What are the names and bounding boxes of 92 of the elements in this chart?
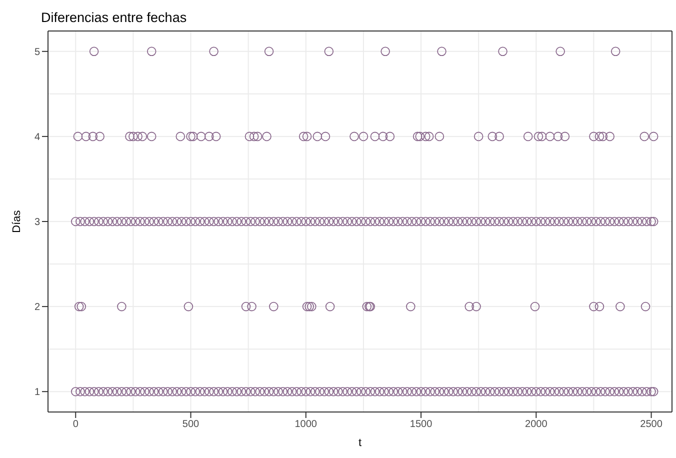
point bbox=[370, 132, 380, 142]
point bbox=[594, 132, 604, 142]
point bbox=[464, 302, 474, 312]
point bbox=[378, 132, 388, 142]
point bbox=[76, 302, 86, 312]
x-tick-label: 1000 bbox=[294, 419, 318, 430]
point bbox=[415, 132, 425, 142]
point bbox=[598, 132, 608, 142]
point bbox=[306, 302, 316, 312]
point bbox=[249, 132, 259, 142]
point bbox=[412, 132, 422, 142]
point bbox=[117, 302, 126, 312]
point bbox=[616, 302, 625, 312]
y-axis-title: Días bbox=[10, 210, 23, 233]
point bbox=[437, 46, 446, 56]
point bbox=[594, 302, 604, 312]
point bbox=[545, 132, 555, 142]
point bbox=[589, 132, 598, 142]
point bbox=[324, 46, 334, 56]
point bbox=[88, 132, 98, 142]
point bbox=[560, 132, 570, 142]
chart-title: Diferencias entre fechas bbox=[41, 10, 187, 25]
point bbox=[74, 302, 84, 312]
point bbox=[325, 302, 335, 312]
point bbox=[95, 132, 104, 142]
point bbox=[247, 302, 256, 312]
y-tick-label: 4 bbox=[34, 132, 40, 144]
point bbox=[302, 132, 312, 142]
point bbox=[89, 46, 99, 56]
point bbox=[474, 132, 484, 142]
point bbox=[146, 132, 156, 142]
point bbox=[204, 132, 214, 142]
point bbox=[472, 302, 481, 312]
point bbox=[530, 302, 540, 312]
point bbox=[523, 132, 533, 142]
point bbox=[196, 132, 206, 142]
point bbox=[244, 132, 254, 142]
point bbox=[81, 132, 91, 142]
point bbox=[138, 132, 148, 142]
point bbox=[146, 46, 156, 56]
point bbox=[209, 46, 218, 56]
x-tick-label: 2000 bbox=[525, 419, 548, 430]
point bbox=[648, 132, 658, 142]
point bbox=[184, 302, 194, 312]
point bbox=[320, 132, 330, 142]
point bbox=[264, 46, 274, 56]
point bbox=[186, 132, 196, 142]
point bbox=[498, 46, 508, 56]
point bbox=[420, 132, 430, 142]
point bbox=[252, 132, 262, 142]
x-tick-label: 1500 bbox=[410, 419, 433, 430]
point bbox=[605, 132, 614, 142]
point bbox=[298, 132, 308, 142]
point bbox=[434, 132, 444, 142]
point bbox=[188, 132, 198, 142]
point bbox=[640, 302, 650, 312]
x-tick-label: 500 bbox=[182, 419, 200, 430]
point bbox=[406, 302, 416, 312]
point bbox=[211, 132, 221, 142]
point bbox=[589, 302, 598, 312]
point bbox=[534, 132, 544, 142]
x-tick-label: 2500 bbox=[640, 419, 663, 430]
point bbox=[128, 132, 138, 142]
point bbox=[176, 132, 186, 142]
y-tick-label: 5 bbox=[34, 46, 40, 58]
point bbox=[553, 132, 563, 142]
point bbox=[424, 132, 434, 142]
point bbox=[488, 132, 498, 142]
point bbox=[125, 132, 134, 142]
x-tick-label: 0 bbox=[72, 419, 79, 430]
point bbox=[269, 302, 278, 312]
point bbox=[556, 46, 565, 56]
point bbox=[133, 132, 142, 142]
point bbox=[362, 302, 372, 312]
y-tick-label: 3 bbox=[34, 217, 40, 228]
point bbox=[494, 132, 504, 142]
point bbox=[385, 132, 395, 142]
point bbox=[358, 132, 368, 142]
point bbox=[262, 132, 272, 142]
point bbox=[312, 132, 322, 142]
x-axis-title: t bbox=[358, 437, 362, 449]
point bbox=[610, 46, 620, 56]
point bbox=[537, 132, 547, 142]
point bbox=[73, 132, 83, 142]
point bbox=[302, 302, 312, 312]
point bbox=[304, 302, 314, 312]
y-tick-label: 1 bbox=[34, 387, 40, 398]
point bbox=[350, 132, 359, 142]
point bbox=[241, 302, 251, 312]
y-tick-label: 2 bbox=[34, 302, 40, 314]
point bbox=[640, 132, 650, 142]
point bbox=[380, 46, 390, 56]
